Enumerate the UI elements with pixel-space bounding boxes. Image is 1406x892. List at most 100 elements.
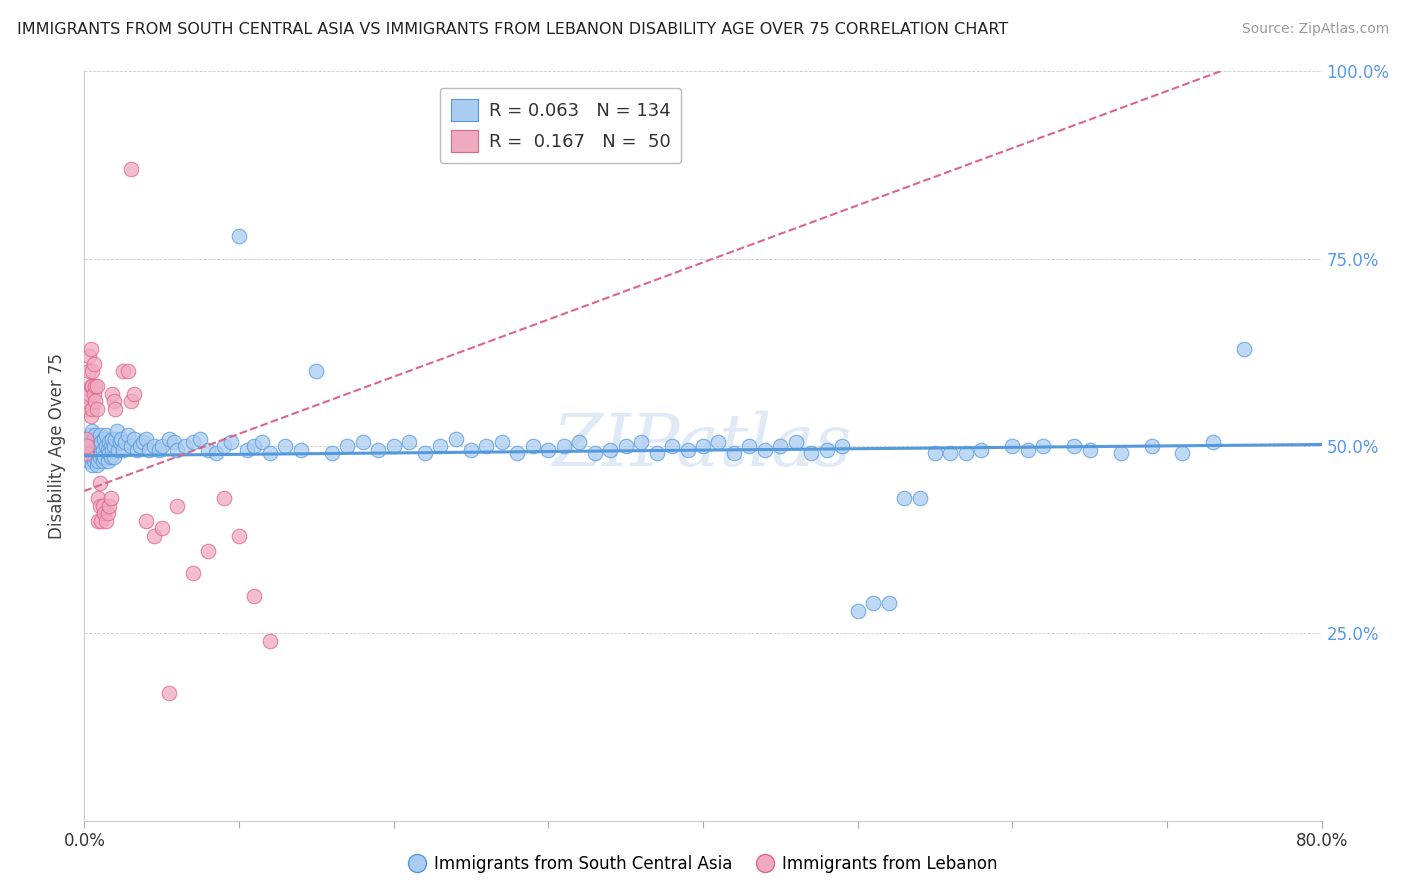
Point <box>110 432 132 446</box>
Point <box>738 439 761 453</box>
Point <box>723 446 745 460</box>
Point <box>87 491 110 506</box>
Point <box>924 446 946 460</box>
Point <box>98 446 121 460</box>
Point <box>1078 442 1101 457</box>
Point <box>101 386 124 401</box>
Point <box>537 442 560 457</box>
Point <box>212 439 235 453</box>
Point <box>143 439 166 453</box>
Point <box>908 491 931 506</box>
Point <box>76 439 98 453</box>
Point <box>83 432 105 446</box>
Point <box>150 439 173 453</box>
Point <box>100 439 122 453</box>
Point <box>630 435 652 450</box>
Legend: R = 0.063   N = 134, R =  0.167   N =  50: R = 0.063 N = 134, R = 0.167 N = 50 <box>440 88 681 162</box>
Text: ZIPatlas: ZIPatlas <box>553 410 853 482</box>
Point <box>79 450 101 465</box>
Text: Source: ZipAtlas.com: Source: ZipAtlas.com <box>1241 22 1389 37</box>
Point <box>120 161 142 176</box>
Point <box>75 446 97 460</box>
Point <box>83 454 105 468</box>
Point <box>506 446 529 460</box>
Point <box>166 442 188 457</box>
Point <box>93 432 115 446</box>
Point <box>112 442 135 457</box>
Point <box>117 364 139 378</box>
Point <box>122 386 145 401</box>
Point <box>336 439 359 453</box>
Point <box>100 450 122 465</box>
Point <box>101 432 124 446</box>
Legend: Immigrants from South Central Asia, Immigrants from Lebanon: Immigrants from South Central Asia, Immi… <box>402 848 1004 880</box>
Point <box>707 435 730 450</box>
Point <box>769 439 792 453</box>
Point <box>76 394 98 409</box>
Point <box>893 491 915 506</box>
Point <box>83 357 105 371</box>
Point <box>159 686 180 700</box>
Point <box>398 435 420 450</box>
Point <box>77 442 100 457</box>
Point <box>104 432 127 446</box>
Point <box>135 514 157 528</box>
Point <box>599 442 621 457</box>
Point <box>939 446 962 460</box>
Point <box>105 424 128 438</box>
Point <box>103 450 125 465</box>
Point <box>89 427 111 442</box>
Point <box>96 442 118 457</box>
Point <box>259 633 281 648</box>
Point <box>645 446 668 460</box>
Point <box>90 514 112 528</box>
Point <box>77 349 100 363</box>
Point <box>82 446 104 460</box>
Point <box>75 446 97 460</box>
Point <box>491 435 513 450</box>
Point <box>382 439 405 453</box>
Point <box>86 458 108 472</box>
Point <box>93 507 115 521</box>
Point <box>101 442 124 457</box>
Point <box>250 435 273 450</box>
Point <box>84 427 107 442</box>
Point <box>87 439 110 453</box>
Point <box>243 589 266 603</box>
Point <box>89 450 111 465</box>
Point <box>103 439 125 453</box>
Point <box>1001 439 1024 453</box>
Point <box>754 442 776 457</box>
Point <box>76 432 98 446</box>
Point <box>91 499 114 513</box>
Point <box>83 442 105 457</box>
Point <box>815 442 838 457</box>
Point <box>1063 439 1085 453</box>
Point <box>90 435 112 450</box>
Point <box>138 442 160 457</box>
Point <box>103 394 125 409</box>
Point <box>522 439 544 453</box>
Point <box>122 432 145 446</box>
Point <box>862 596 884 610</box>
Point <box>413 446 436 460</box>
Point <box>150 521 173 535</box>
Point <box>84 379 107 393</box>
Point <box>84 394 107 409</box>
Y-axis label: Disability Age Over 75: Disability Age Over 75 <box>48 353 66 539</box>
Point <box>82 379 104 393</box>
Point <box>89 499 111 513</box>
Point <box>100 491 122 506</box>
Point <box>1202 435 1225 450</box>
Point <box>1017 442 1039 457</box>
Point <box>1140 439 1163 453</box>
Point <box>83 386 105 401</box>
Point <box>352 435 374 450</box>
Point <box>129 439 152 453</box>
Point <box>120 394 142 409</box>
Point <box>583 446 606 460</box>
Point <box>77 364 100 378</box>
Point <box>86 401 108 416</box>
Point <box>79 427 101 442</box>
Point <box>1109 446 1132 460</box>
